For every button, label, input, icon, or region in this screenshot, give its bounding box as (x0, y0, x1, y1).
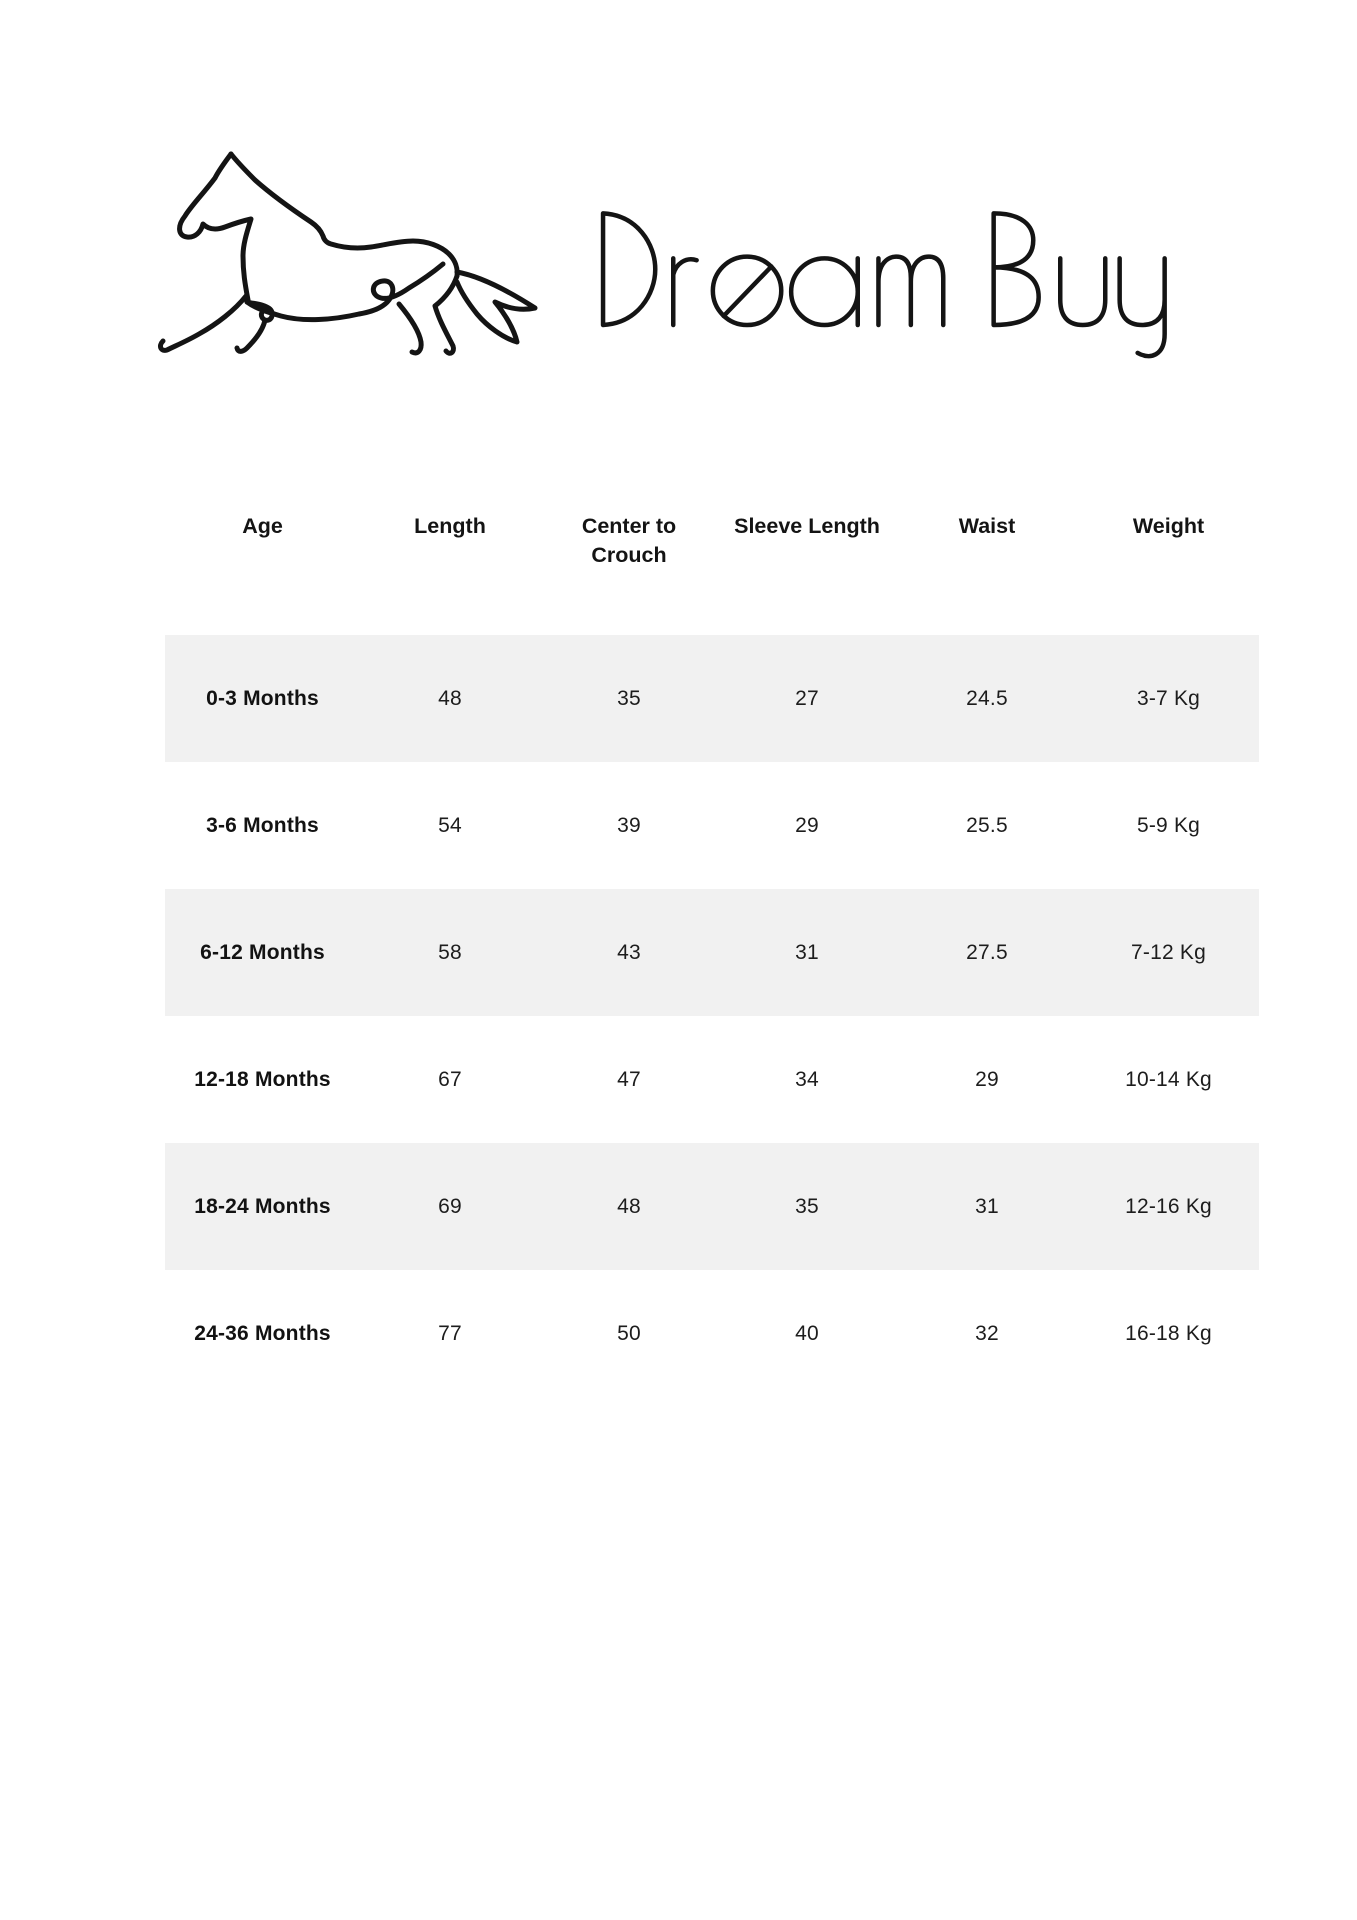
cell-center_to_crouch: 39 (617, 813, 641, 837)
column-header-label: Sleeve Length (734, 514, 880, 538)
size-chart-body: 0-3 Months 48 35 27 24.5 3-7 Kg 3-6 Months 54 39… (165, 635, 1259, 1397)
column-header-sleeve_length: Sleeve Length (718, 512, 896, 570)
cell-length: 48 (438, 686, 462, 710)
column-header-label: Length (414, 514, 486, 538)
cell-sleeve_length: 29 (795, 813, 819, 837)
cell-center_to_crouch: 48 (617, 1194, 641, 1218)
cell-center_to_crouch: 43 (617, 940, 641, 964)
cell-sleeve_length: 35 (795, 1194, 819, 1218)
brand-wordmark (600, 211, 1167, 359)
column-header-waist: Waist (896, 512, 1078, 570)
cell-weight: 12-16 Kg (1125, 1194, 1212, 1218)
cell-center_to_crouch: 35 (617, 686, 641, 710)
table-row: 24-36 Months 77 50 40 32 16-18 Kg (165, 1270, 1259, 1397)
cell-age: 12-18 Months (194, 1067, 331, 1091)
cell-length: 58 (438, 940, 462, 964)
column-header-weight: Weight (1078, 512, 1259, 570)
cell-sleeve_length: 34 (795, 1067, 819, 1091)
horse-logo-icon (157, 151, 538, 356)
cell-center_to_crouch: 47 (617, 1067, 641, 1091)
table-row: 3-6 Months 54 39 29 25.5 5-9 Kg (165, 762, 1259, 889)
table-row: 12-18 Months 67 47 34 29 10-14 Kg (165, 1016, 1259, 1143)
column-header-label: Center to Crouch (581, 514, 677, 567)
cell-length: 54 (438, 813, 462, 837)
cell-waist: 25.5 (966, 813, 1008, 837)
cell-waist: 31 (975, 1194, 999, 1218)
column-header-label: Waist (958, 514, 1016, 538)
column-header-age: Age (165, 512, 360, 570)
cell-length: 77 (438, 1321, 462, 1345)
table-row: 0-3 Months 48 35 27 24.5 3-7 Kg (165, 635, 1259, 762)
cell-weight: 5-9 Kg (1136, 813, 1201, 837)
size-chart-header-row: Age Length Center to Crouch Sleeve Length Wa… (165, 512, 1259, 570)
cell-age: 3-6 Months (206, 813, 319, 837)
column-header-label: Weight (1132, 514, 1205, 538)
cell-waist: 27.5 (966, 940, 1008, 964)
column-header-length: Length (360, 512, 540, 570)
cell-age: 18-24 Months (194, 1194, 331, 1218)
column-header-label: Age (242, 514, 283, 538)
cell-weight: 3-7 Kg (1136, 686, 1201, 710)
cell-sleeve_length: 40 (795, 1321, 819, 1345)
cell-waist: 32 (975, 1321, 999, 1345)
cell-sleeve_length: 31 (795, 940, 819, 964)
cell-length: 67 (438, 1067, 462, 1091)
cell-age: 6-12 Months (200, 940, 325, 964)
cell-waist: 29 (975, 1067, 999, 1091)
table-row: 18-24 Months 69 48 35 31 12-16 Kg (165, 1143, 1259, 1270)
cell-weight: 16-18 Kg (1125, 1321, 1212, 1345)
cell-weight: 10-14 Kg (1125, 1067, 1212, 1091)
cell-length: 69 (438, 1194, 462, 1218)
brand-name: DreamBuy (0, 0, 1, 1)
cell-age: 0-3 Months (206, 686, 319, 710)
cell-center_to_crouch: 50 (617, 1321, 641, 1345)
cell-weight: 7-12 Kg (1131, 940, 1206, 964)
cell-waist: 24.5 (966, 686, 1008, 710)
cell-age: 24-36 Months (194, 1321, 331, 1345)
table-row: 6-12 Months 58 43 31 27.5 7-12 Kg (165, 889, 1259, 1016)
column-header-center_to_crouch: Center to Crouch (540, 512, 718, 570)
cell-sleeve_length: 27 (795, 686, 819, 710)
